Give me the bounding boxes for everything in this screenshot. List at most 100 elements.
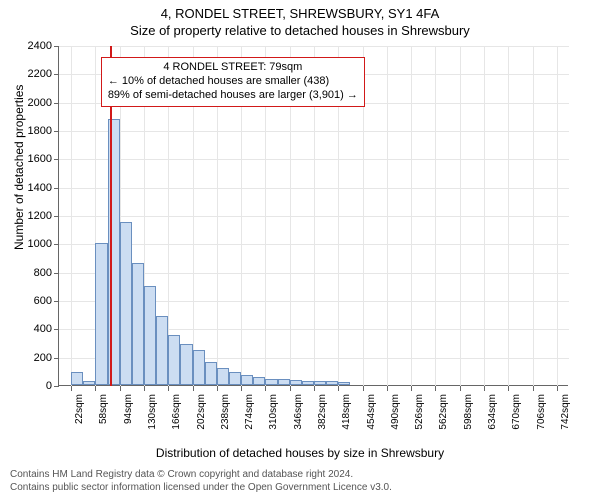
xtick-label: 526sqm — [414, 394, 425, 454]
xtick-mark — [71, 386, 72, 391]
xtick-label: 22sqm — [74, 394, 85, 454]
xtick-mark — [265, 386, 266, 391]
annotation-line: ← 10% of detached houses are smaller (43… — [108, 75, 358, 89]
ytick-label: 400 — [12, 323, 52, 335]
histogram-bar — [302, 381, 314, 385]
xtick-mark — [144, 386, 145, 391]
ytick-mark — [54, 103, 59, 104]
xtick-label: 598sqm — [463, 394, 474, 454]
xtick-mark — [290, 386, 291, 391]
xtick-label: 562sqm — [438, 394, 449, 454]
xtick-mark — [314, 386, 315, 391]
histogram-bar — [265, 379, 277, 385]
ytick-label: 1600 — [12, 153, 52, 165]
footer-line1: Contains HM Land Registry data © Crown c… — [10, 468, 590, 481]
ytick-mark — [54, 329, 59, 330]
histogram-bar — [168, 335, 180, 385]
ytick-mark — [54, 386, 59, 387]
ytick-mark — [54, 358, 59, 359]
ytick-label: 600 — [12, 295, 52, 307]
ytick-mark — [54, 74, 59, 75]
xtick-mark — [411, 386, 412, 391]
ytick-mark — [54, 301, 59, 302]
gridline-v — [484, 46, 485, 386]
gridline-v — [387, 46, 388, 386]
histogram-bar — [156, 316, 168, 385]
gridline-v — [411, 46, 412, 386]
ytick-label: 200 — [12, 352, 52, 364]
xtick-mark — [460, 386, 461, 391]
xtick-label: 310sqm — [268, 394, 279, 454]
plot-area: 0200400600800100012001400160018002000220… — [58, 46, 568, 386]
ytick-label: 2200 — [12, 68, 52, 80]
gridline-v — [533, 46, 534, 386]
ytick-mark — [54, 188, 59, 189]
xtick-label: 238sqm — [220, 394, 231, 454]
histogram-bar — [144, 286, 156, 385]
histogram-bar — [180, 344, 192, 385]
page-title-line1: 4, RONDEL STREET, SHREWSBURY, SY1 4FA — [0, 6, 600, 21]
xtick-label: 706sqm — [536, 394, 547, 454]
ytick-label: 1000 — [12, 238, 52, 250]
xtick-label: 94sqm — [123, 394, 134, 454]
gridline-v — [435, 46, 436, 386]
attribution-footer: Contains HM Land Registry data © Crown c… — [0, 460, 600, 494]
page-title-line2: Size of property relative to detached ho… — [0, 23, 600, 38]
histogram-bar — [120, 222, 132, 385]
histogram-bar — [290, 380, 302, 385]
xtick-mark — [241, 386, 242, 391]
ytick-mark — [54, 46, 59, 47]
annotation-box: 4 RONDEL STREET: 79sqm← 10% of detached … — [101, 57, 365, 106]
xtick-label: 166sqm — [171, 394, 182, 454]
gridline-v — [557, 46, 558, 386]
xtick-label: 670sqm — [511, 394, 522, 454]
xtick-mark — [533, 386, 534, 391]
ytick-mark — [54, 273, 59, 274]
ytick-mark — [54, 216, 59, 217]
title-block: 4, RONDEL STREET, SHREWSBURY, SY1 4FA Si… — [0, 0, 600, 38]
gridline-v — [508, 46, 509, 386]
histogram-bar — [205, 362, 217, 385]
chart: 0200400600800100012001400160018002000220… — [58, 46, 568, 386]
histogram-bar — [217, 368, 229, 385]
xtick-mark — [168, 386, 169, 391]
gridline-v — [71, 46, 72, 386]
histogram-bar — [193, 350, 205, 385]
ytick-label: 2000 — [12, 97, 52, 109]
ytick-mark — [54, 131, 59, 132]
xtick-mark — [363, 386, 364, 391]
xtick-mark — [193, 386, 194, 391]
xtick-label: 742sqm — [560, 394, 571, 454]
histogram-bar — [132, 263, 144, 385]
xtick-label: 490sqm — [390, 394, 401, 454]
ytick-label: 2400 — [12, 40, 52, 52]
xtick-label: 274sqm — [244, 394, 255, 454]
xtick-mark — [557, 386, 558, 391]
xtick-mark — [95, 386, 96, 391]
histogram-bar — [338, 382, 350, 385]
xtick-mark — [338, 386, 339, 391]
xtick-mark — [435, 386, 436, 391]
ytick-label: 1400 — [12, 182, 52, 194]
histogram-bar — [83, 381, 95, 385]
xtick-label: 382sqm — [317, 394, 328, 454]
annotation-line: 4 RONDEL STREET: 79sqm — [108, 61, 358, 75]
histogram-bar — [314, 381, 326, 385]
ytick-label: 800 — [12, 267, 52, 279]
xtick-label: 634sqm — [487, 394, 498, 454]
xtick-mark — [120, 386, 121, 391]
xtick-label: 418sqm — [341, 394, 352, 454]
xtick-label: 346sqm — [293, 394, 304, 454]
histogram-bar — [229, 372, 241, 385]
gridline-v — [460, 46, 461, 386]
histogram-bar — [253, 377, 265, 385]
xtick-label: 130sqm — [147, 394, 158, 454]
xtick-label: 454sqm — [366, 394, 377, 454]
xtick-label: 58sqm — [98, 394, 109, 454]
ytick-mark — [54, 159, 59, 160]
ytick-label: 0 — [12, 380, 52, 392]
footer-line2: Contains public sector information licen… — [10, 481, 590, 494]
histogram-bar — [95, 243, 107, 385]
xtick-mark — [387, 386, 388, 391]
histogram-bar — [326, 381, 338, 385]
